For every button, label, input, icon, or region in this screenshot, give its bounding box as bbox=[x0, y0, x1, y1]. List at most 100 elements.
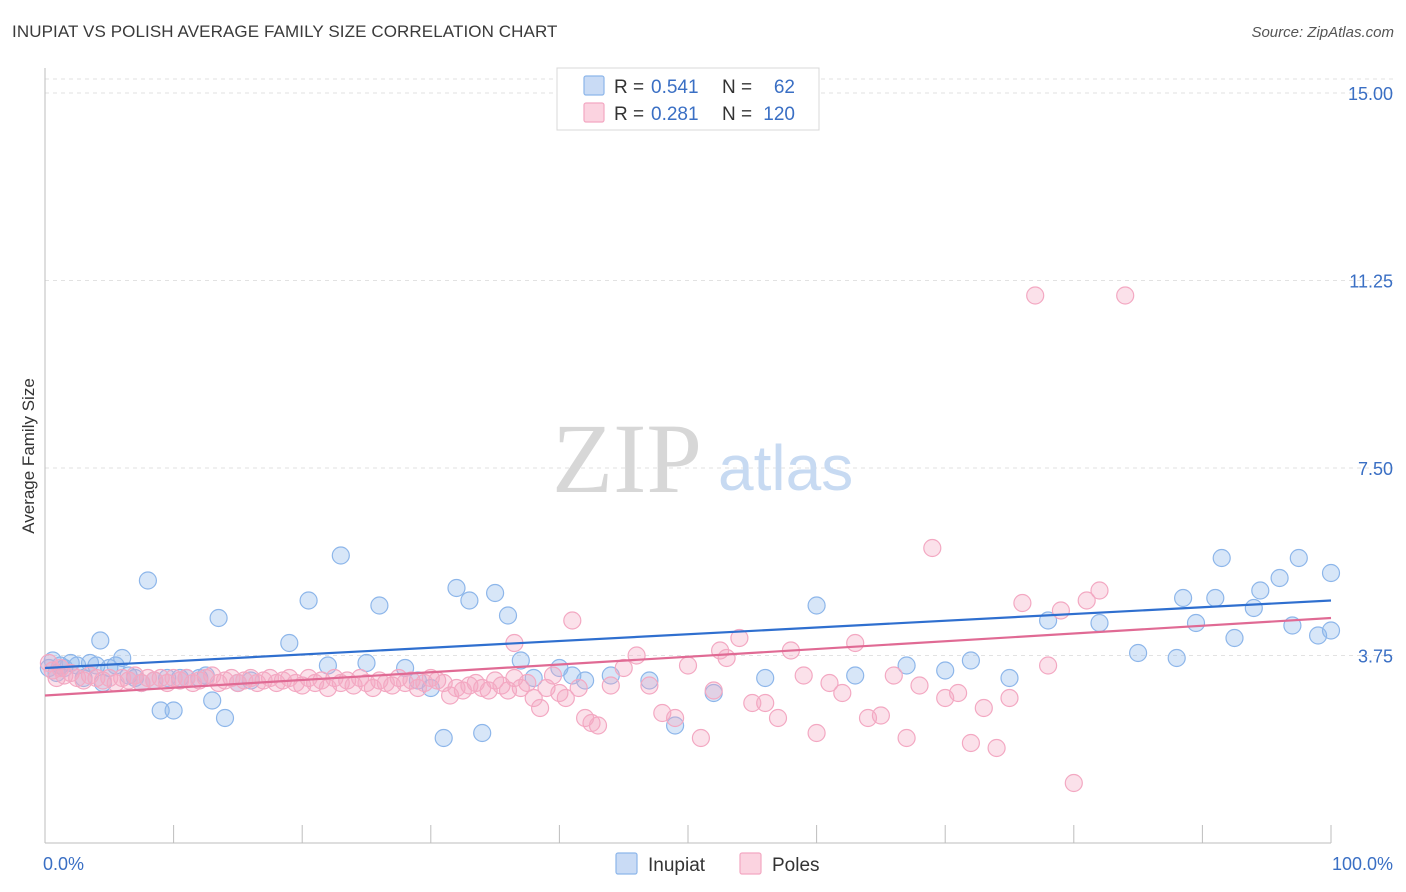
point-inupiat-36 bbox=[357, 653, 376, 673]
point-poles-98 bbox=[730, 628, 749, 648]
point-poles-90 bbox=[627, 646, 646, 665]
point-poles-127 bbox=[1116, 286, 1135, 305]
legend-n-label-poles: N = bbox=[722, 104, 752, 125]
point-inupiat-53 bbox=[640, 671, 659, 690]
chart-title: INUPIAT VS POLISH AVERAGE FAMILY SIZE CO… bbox=[12, 22, 558, 41]
point-inupiat-42 bbox=[447, 578, 466, 598]
point-inupiat-78 bbox=[1225, 628, 1244, 648]
point-inupiat-60 bbox=[936, 661, 955, 680]
trend-line-inupiat bbox=[44, 599, 1332, 670]
point-poles-116 bbox=[961, 733, 981, 753]
point-inupiat-75 bbox=[1321, 563, 1341, 583]
point-poles-83 bbox=[563, 611, 582, 630]
legend-swatch-inupiat bbox=[583, 75, 605, 96]
point-poles-77 bbox=[524, 688, 543, 708]
legend-n-value-inupiat: 62 bbox=[774, 77, 795, 98]
point-poles-87 bbox=[588, 716, 608, 735]
point-inupiat-67 bbox=[1206, 588, 1225, 608]
y-axis-label: Average Family Size bbox=[19, 378, 38, 534]
point-poles-106 bbox=[833, 683, 852, 703]
point-poles-101 bbox=[768, 708, 788, 728]
point-poles-129 bbox=[710, 641, 730, 660]
point-poles-120 bbox=[1013, 593, 1032, 613]
point-poles-125 bbox=[1077, 591, 1096, 610]
bottom-legend-label-poles: Poles bbox=[772, 855, 820, 876]
legend-series: Inupiat Poles bbox=[615, 852, 820, 876]
trend-line-poles bbox=[44, 616, 1332, 697]
point-poles-105 bbox=[820, 673, 839, 693]
point-poles-93 bbox=[665, 708, 685, 728]
watermark: ZIP atlas bbox=[552, 403, 853, 514]
point-poles-80 bbox=[543, 666, 563, 685]
watermark-zip: ZIP bbox=[552, 403, 702, 514]
point-inupiat-65 bbox=[1128, 643, 1148, 663]
point-inupiat-41 bbox=[434, 728, 453, 748]
point-inupiat-66 bbox=[1167, 648, 1186, 668]
point-poles-84 bbox=[569, 678, 588, 698]
point-inupiat-13 bbox=[113, 648, 132, 668]
point-poles-121 bbox=[1026, 286, 1045, 305]
point-inupiat-54 bbox=[665, 716, 685, 735]
source-credit: Source: ZipAtlas.com bbox=[1251, 24, 1394, 41]
point-inupiat-19 bbox=[151, 701, 170, 720]
point-poles-103 bbox=[794, 666, 813, 685]
point-inupiat-44 bbox=[473, 723, 492, 743]
point-inupiat-27 bbox=[203, 691, 222, 710]
point-poles-88 bbox=[601, 676, 620, 695]
point-poles-119 bbox=[1000, 688, 1019, 708]
legend-n-value-poles: 120 bbox=[763, 104, 795, 125]
point-inupiat-28 bbox=[209, 608, 228, 628]
point-inupiat-20 bbox=[164, 701, 183, 720]
point-inupiat-57 bbox=[807, 596, 826, 615]
y-tick-label-2: 7.50 bbox=[1358, 459, 1393, 479]
point-poles-96 bbox=[704, 681, 723, 700]
grid-lines bbox=[45, 78, 1395, 656]
point-inupiat-29 bbox=[215, 708, 235, 728]
legend-r-value-inupiat: 0.541 bbox=[651, 77, 699, 98]
point-poles-113 bbox=[923, 538, 942, 558]
point-inupiat-35 bbox=[331, 546, 350, 565]
point-poles-94 bbox=[678, 656, 698, 675]
point-poles-110 bbox=[884, 666, 903, 685]
point-poles-115 bbox=[948, 683, 968, 703]
point-inupiat-32 bbox=[280, 633, 299, 653]
point-inupiat-18 bbox=[91, 631, 110, 650]
point-poles-117 bbox=[974, 698, 993, 718]
point-inupiat-45 bbox=[486, 583, 505, 603]
point-poles-100 bbox=[756, 693, 775, 713]
point-poles-109 bbox=[871, 706, 891, 725]
legend-r-label-inupiat: R = bbox=[614, 77, 644, 98]
point-inupiat-61 bbox=[961, 651, 981, 670]
x-tick-label-1: 100.0% bbox=[1332, 854, 1393, 874]
point-poles-95 bbox=[691, 728, 711, 748]
y-tick-label-1: 11.25 bbox=[1349, 272, 1393, 292]
point-poles-99 bbox=[743, 693, 762, 713]
point-inupiat-71 bbox=[1321, 621, 1341, 640]
x-tick-label-0: 0.0% bbox=[43, 854, 84, 874]
y-tick-label-0: 15.00 bbox=[1348, 84, 1393, 104]
point-poles-76 bbox=[518, 673, 537, 693]
point-poles-91 bbox=[640, 676, 659, 695]
point-poles-104 bbox=[807, 723, 826, 743]
point-poles-107 bbox=[846, 633, 865, 653]
point-poles-122 bbox=[1038, 656, 1058, 675]
point-inupiat-58 bbox=[846, 666, 865, 685]
watermark-atlas: atlas bbox=[718, 432, 853, 504]
point-inupiat-73 bbox=[1251, 581, 1270, 600]
point-inupiat-72 bbox=[1212, 548, 1231, 568]
axes bbox=[44, 68, 1332, 844]
point-inupiat-74 bbox=[1289, 548, 1308, 568]
point-poles-124 bbox=[1064, 773, 1083, 793]
point-inupiat-46 bbox=[498, 606, 518, 625]
point-poles-111 bbox=[897, 728, 916, 748]
point-inupiat-37 bbox=[370, 596, 389, 615]
point-inupiat-76 bbox=[1173, 588, 1193, 608]
point-poles-78 bbox=[530, 698, 550, 718]
point-inupiat-77 bbox=[1270, 568, 1289, 588]
legend-stats: R = 0.541 N = 62 R = 0.281 N = 120 bbox=[556, 67, 820, 131]
x-tick-labels: 0.0% 100.0% bbox=[43, 854, 1393, 874]
point-poles-126 bbox=[1090, 581, 1109, 600]
point-poles-112 bbox=[910, 676, 929, 695]
point-inupiat-68 bbox=[1244, 598, 1263, 618]
